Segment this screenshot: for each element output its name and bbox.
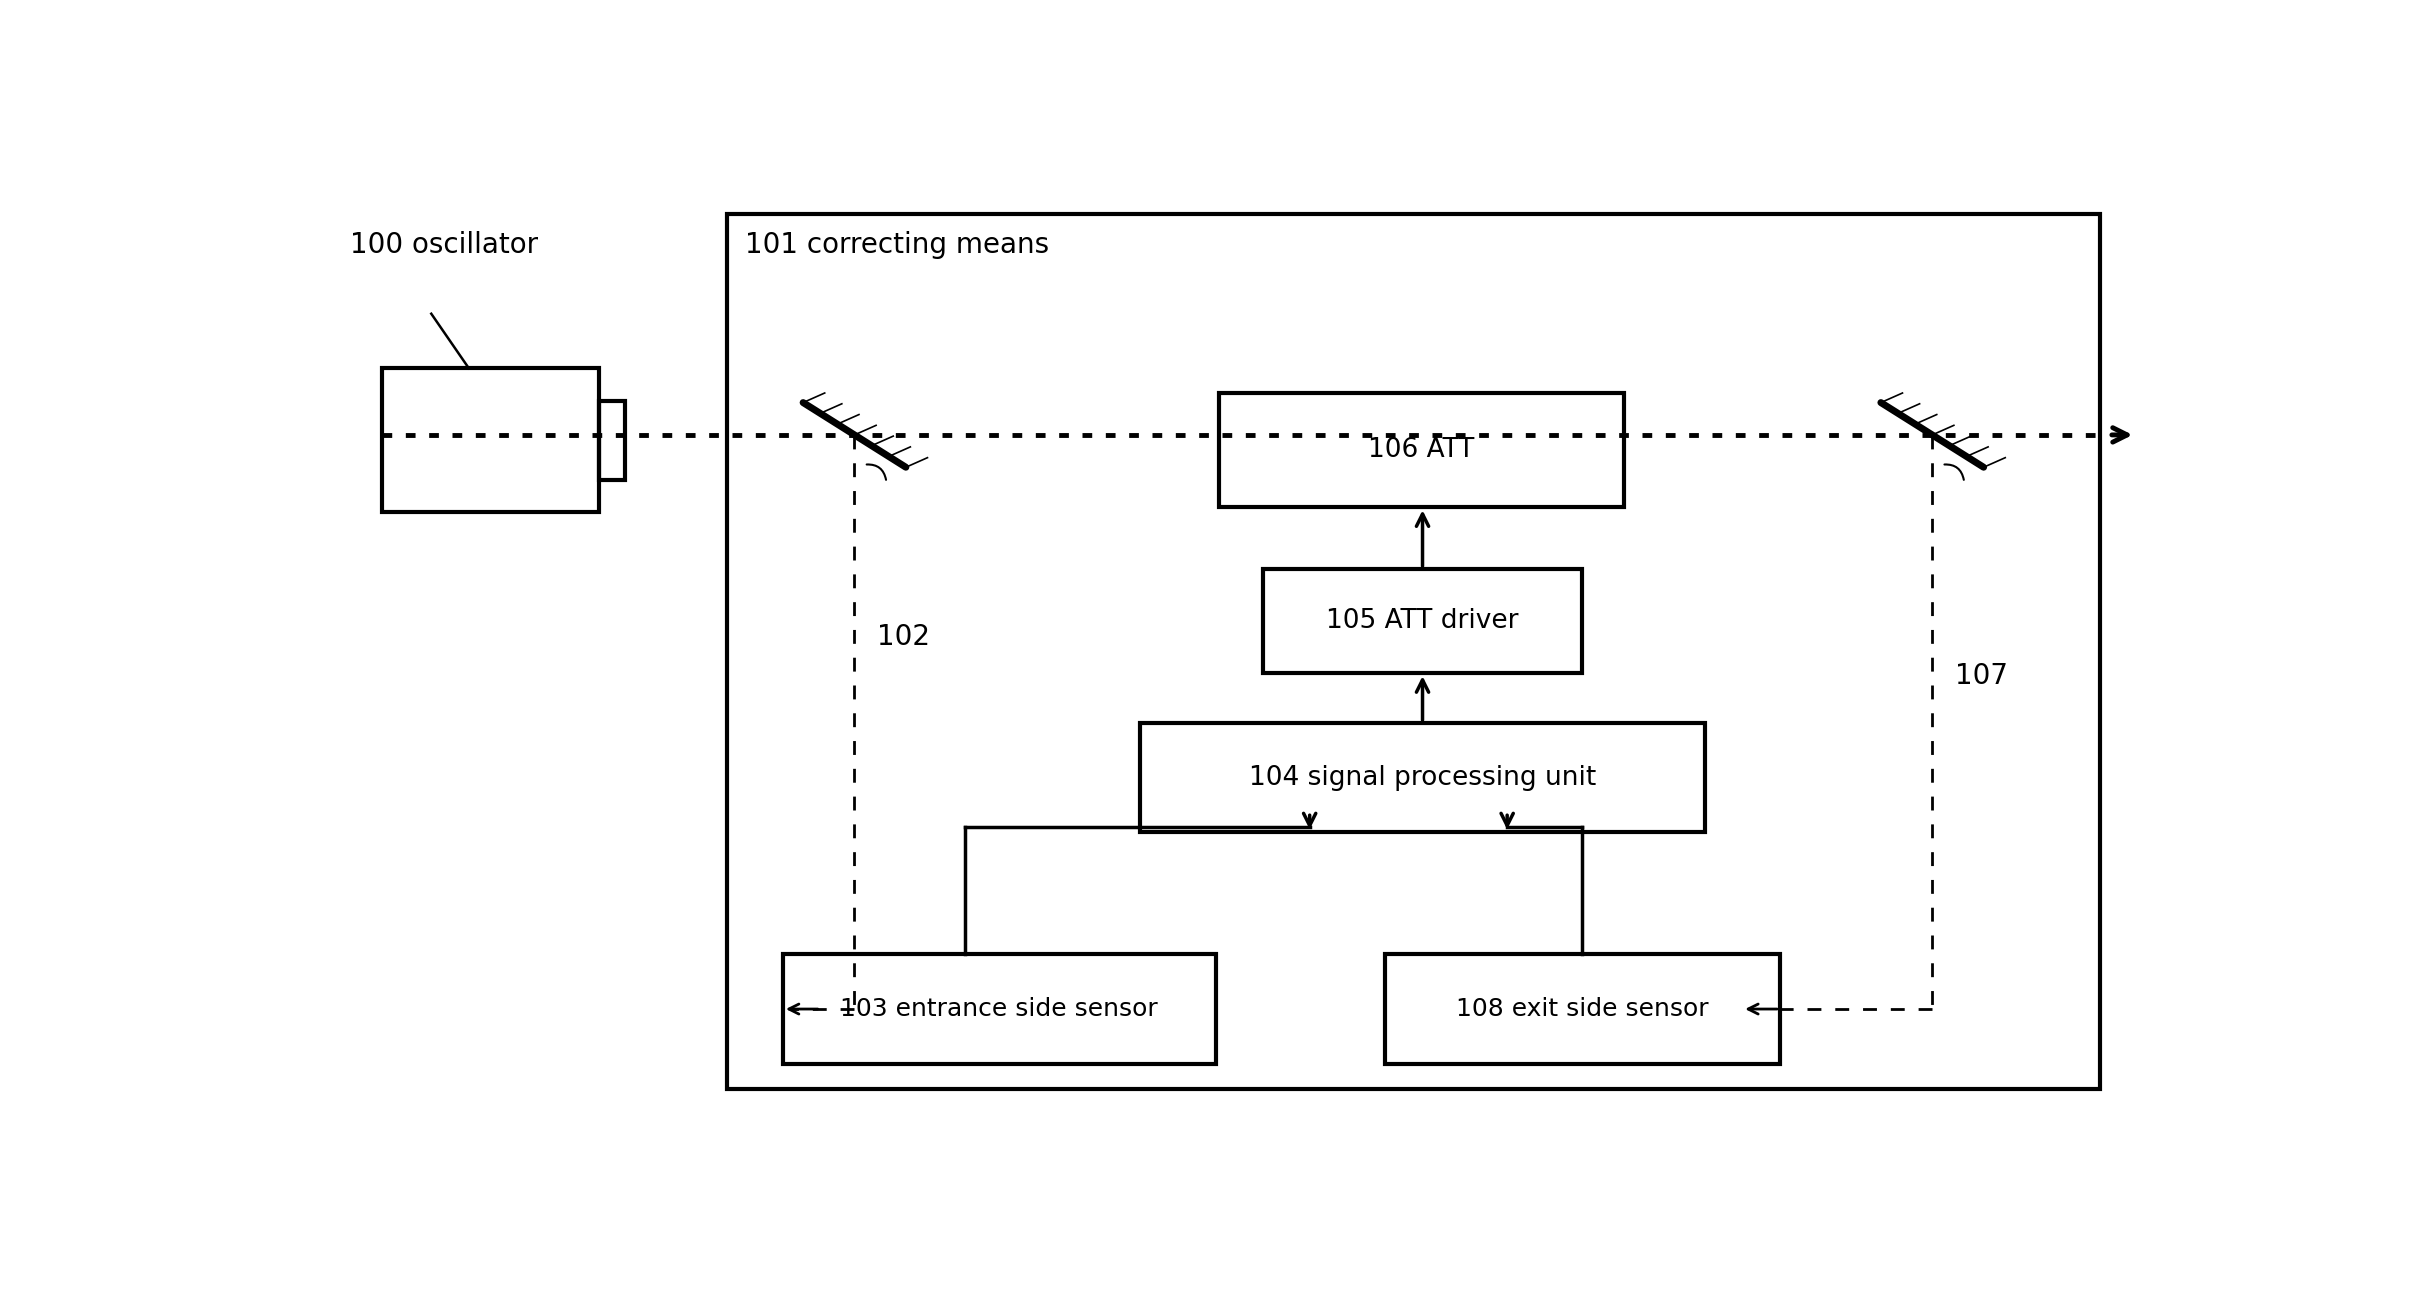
Text: 105 ATT driver: 105 ATT driver: [1325, 608, 1519, 635]
Bar: [1218, 393, 1624, 507]
Bar: [726, 214, 2099, 1089]
Bar: [1141, 722, 1704, 832]
Bar: [784, 955, 1216, 1064]
Text: 100 oscillator: 100 oscillator: [349, 231, 539, 259]
Bar: [1262, 569, 1582, 673]
Text: 102: 102: [876, 623, 930, 650]
Text: 103 entrance side sensor: 103 entrance side sensor: [840, 997, 1158, 1022]
Text: 106 ATT: 106 ATT: [1369, 437, 1476, 463]
Bar: [383, 369, 599, 512]
Bar: [1386, 955, 1779, 1064]
Text: 101 correcting means: 101 correcting means: [745, 231, 1048, 259]
Text: 107: 107: [1954, 662, 2007, 690]
Bar: [599, 401, 624, 480]
Text: 108 exit side sensor: 108 exit side sensor: [1456, 997, 1709, 1022]
Text: 104 signal processing unit: 104 signal processing unit: [1250, 765, 1597, 791]
